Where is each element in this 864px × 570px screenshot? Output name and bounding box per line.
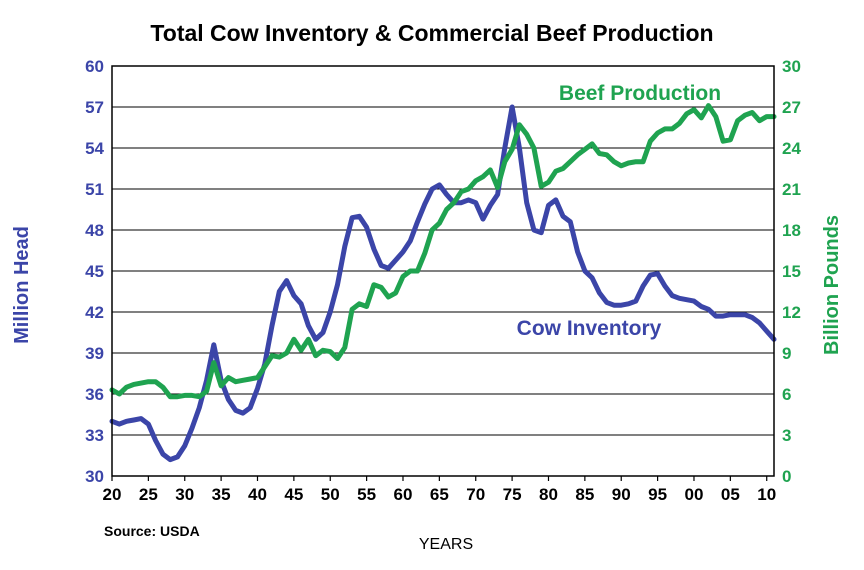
series-line-cow-inventory [109, 104, 777, 463]
x-tick-label: 45 [284, 485, 303, 504]
y-right-tick-label: 24 [782, 139, 801, 158]
series-lines [109, 103, 777, 463]
y-left-tick-label: 48 [85, 221, 104, 240]
y-right-tick-label: 21 [782, 180, 801, 199]
x-tick-label: 65 [430, 485, 449, 504]
y-left-tick-label: 42 [85, 303, 104, 322]
x-tick-label: 40 [248, 485, 267, 504]
y-right-tick-label: 9 [782, 344, 791, 363]
y-left-tick-label: 51 [85, 180, 104, 199]
x-tick-label: 50 [321, 485, 340, 504]
y-left-tick-label: 60 [85, 57, 104, 76]
y-right-tick-label: 18 [782, 221, 801, 240]
x-tick-label: 25 [139, 485, 158, 504]
y-right-tick-label: 27 [782, 98, 801, 117]
x-tick-label: 30 [175, 485, 194, 504]
x-tick-label: 35 [212, 485, 231, 504]
y-axis-left-label: Million Head [11, 226, 33, 344]
x-tick-label: 95 [648, 485, 667, 504]
series-line-beef-production [109, 103, 777, 400]
y-left-tick-label: 54 [85, 139, 104, 158]
x-tick-label: 80 [539, 485, 558, 504]
x-tick-label: 60 [394, 485, 413, 504]
x-tick-label: 05 [721, 485, 740, 504]
source-note: Source: USDA [104, 523, 200, 539]
tick-labels: 3033363942454851545760036912151821242730… [85, 57, 801, 504]
x-axis-label: YEARS [419, 536, 473, 553]
y-right-tick-label: 0 [782, 467, 791, 486]
y-right-tick-label: 30 [782, 57, 801, 76]
y-left-tick-label: 39 [85, 344, 104, 363]
beef-production-label: Beef Production [559, 82, 721, 105]
y-left-tick-label: 30 [85, 467, 104, 486]
y-left-tick-label: 45 [85, 262, 104, 281]
x-tick-label: 20 [103, 485, 122, 504]
y-right-tick-label: 3 [782, 426, 791, 445]
x-tick-label: 10 [757, 485, 776, 504]
cow-inventory-label: Cow Inventory [517, 317, 662, 340]
y-axis-right-label: Billion Pounds [821, 215, 843, 355]
chart-title: Total Cow Inventory & Commercial Beef Pr… [150, 20, 713, 46]
x-tick-label: 00 [685, 485, 704, 504]
x-tick-label: 70 [466, 485, 485, 504]
y-left-tick-label: 57 [85, 98, 104, 117]
x-tick-label: 55 [357, 485, 376, 504]
x-tick-label: 90 [612, 485, 631, 504]
y-right-tick-label: 15 [782, 262, 801, 281]
y-right-tick-label: 12 [782, 303, 801, 322]
x-tick-label: 75 [503, 485, 522, 504]
x-tick-label: 85 [575, 485, 594, 504]
plot-frame [111, 65, 775, 477]
y-right-tick-label: 6 [782, 385, 791, 404]
y-left-tick-label: 33 [85, 426, 104, 445]
y-left-tick-label: 36 [85, 385, 104, 404]
